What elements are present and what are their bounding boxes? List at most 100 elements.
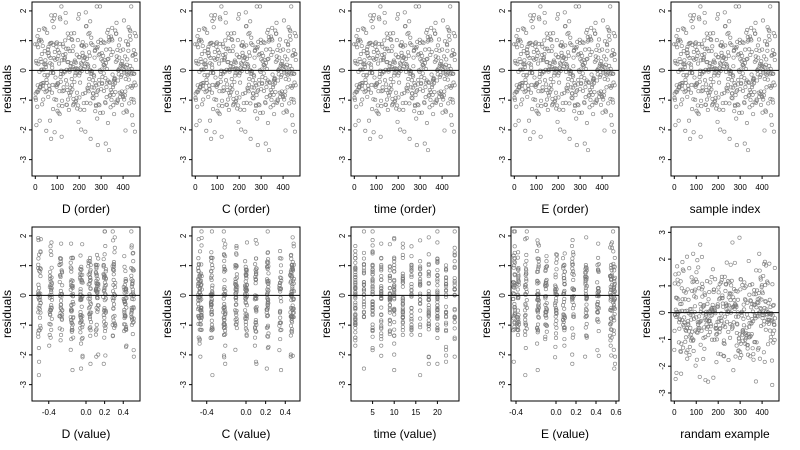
data-point bbox=[410, 85, 415, 90]
data-point bbox=[406, 30, 411, 35]
data-point bbox=[47, 332, 52, 338]
data-point bbox=[740, 283, 745, 288]
data-point bbox=[290, 235, 295, 240]
data-point bbox=[101, 71, 106, 76]
data-point bbox=[36, 334, 41, 339]
data-point bbox=[752, 288, 757, 293]
data-point bbox=[610, 52, 615, 57]
data-point bbox=[265, 346, 270, 351]
y-tick-label: -2 bbox=[19, 351, 28, 359]
data-point bbox=[103, 76, 108, 81]
data-point bbox=[562, 343, 567, 348]
data-point bbox=[134, 34, 139, 39]
data-point bbox=[209, 273, 214, 278]
data-point bbox=[584, 57, 589, 62]
data-point bbox=[426, 308, 431, 313]
data-point bbox=[736, 77, 741, 82]
data-point bbox=[608, 308, 613, 313]
data-point bbox=[685, 94, 690, 99]
data-point bbox=[721, 353, 726, 358]
data-point bbox=[681, 345, 686, 350]
x-tick-label: -0.4 bbox=[509, 408, 523, 417]
data-point bbox=[111, 260, 116, 265]
data-point bbox=[751, 76, 756, 81]
data-point bbox=[523, 332, 528, 338]
data-point bbox=[573, 4, 578, 9]
data-point bbox=[74, 95, 79, 100]
data-point bbox=[418, 281, 423, 286]
data-point bbox=[57, 15, 62, 20]
data-point bbox=[74, 98, 79, 103]
data-point bbox=[543, 267, 548, 272]
data-point bbox=[94, 290, 100, 295]
data-point bbox=[243, 296, 248, 301]
data-point bbox=[233, 322, 238, 327]
data-point bbox=[95, 44, 100, 49]
y-tick-label: 1 bbox=[179, 263, 188, 268]
data-point bbox=[49, 282, 54, 287]
data-point bbox=[275, 98, 280, 103]
data-point bbox=[35, 34, 40, 39]
data-point bbox=[683, 77, 688, 82]
data-point bbox=[723, 325, 728, 330]
data-point bbox=[583, 325, 588, 330]
data-point bbox=[576, 77, 581, 82]
data-point bbox=[74, 52, 79, 57]
data-point bbox=[719, 311, 724, 316]
data-point bbox=[709, 49, 714, 54]
data-point bbox=[353, 123, 358, 128]
data-point bbox=[704, 82, 709, 87]
data-point bbox=[244, 240, 250, 245]
data-point bbox=[105, 57, 110, 62]
data-point bbox=[353, 249, 358, 254]
data-point bbox=[110, 49, 115, 55]
data-point bbox=[753, 54, 758, 59]
data-point bbox=[733, 93, 738, 98]
data-point bbox=[68, 287, 73, 292]
data-point bbox=[92, 74, 97, 79]
data-point bbox=[48, 276, 53, 282]
data-point bbox=[709, 87, 714, 92]
data-point bbox=[396, 95, 401, 100]
data-point bbox=[733, 288, 738, 294]
data-point bbox=[438, 73, 443, 78]
data-point bbox=[353, 300, 358, 305]
data-point bbox=[678, 59, 683, 64]
data-point bbox=[702, 346, 707, 351]
data-point bbox=[563, 56, 568, 61]
data-point bbox=[234, 312, 239, 318]
data-point bbox=[704, 31, 709, 36]
data-point bbox=[607, 29, 612, 34]
data-point bbox=[74, 90, 80, 95]
data-point bbox=[765, 48, 770, 53]
data-point bbox=[370, 267, 375, 272]
data-point bbox=[221, 353, 227, 358]
data-point bbox=[239, 127, 244, 132]
data-point bbox=[122, 254, 127, 259]
panel-frame bbox=[350, 226, 460, 402]
data-point bbox=[770, 52, 775, 57]
data-point bbox=[729, 85, 734, 90]
data-point bbox=[69, 308, 75, 313]
data-point bbox=[753, 31, 758, 36]
data-point bbox=[422, 76, 427, 81]
data-point bbox=[218, 74, 223, 80]
data-point bbox=[265, 57, 270, 62]
data-point bbox=[769, 113, 774, 118]
data-point bbox=[598, 102, 604, 107]
data-point bbox=[252, 343, 257, 348]
data-point bbox=[742, 141, 747, 146]
data-point bbox=[265, 301, 270, 306]
data-point bbox=[697, 17, 702, 22]
data-point bbox=[367, 70, 372, 75]
data-point bbox=[65, 31, 70, 36]
data-point bbox=[379, 256, 384, 261]
data-point bbox=[711, 289, 716, 295]
data-point bbox=[523, 266, 529, 271]
data-point bbox=[196, 261, 201, 266]
data-point bbox=[400, 301, 405, 306]
data-point bbox=[377, 17, 382, 22]
data-point bbox=[673, 307, 678, 312]
data-point bbox=[234, 319, 239, 324]
